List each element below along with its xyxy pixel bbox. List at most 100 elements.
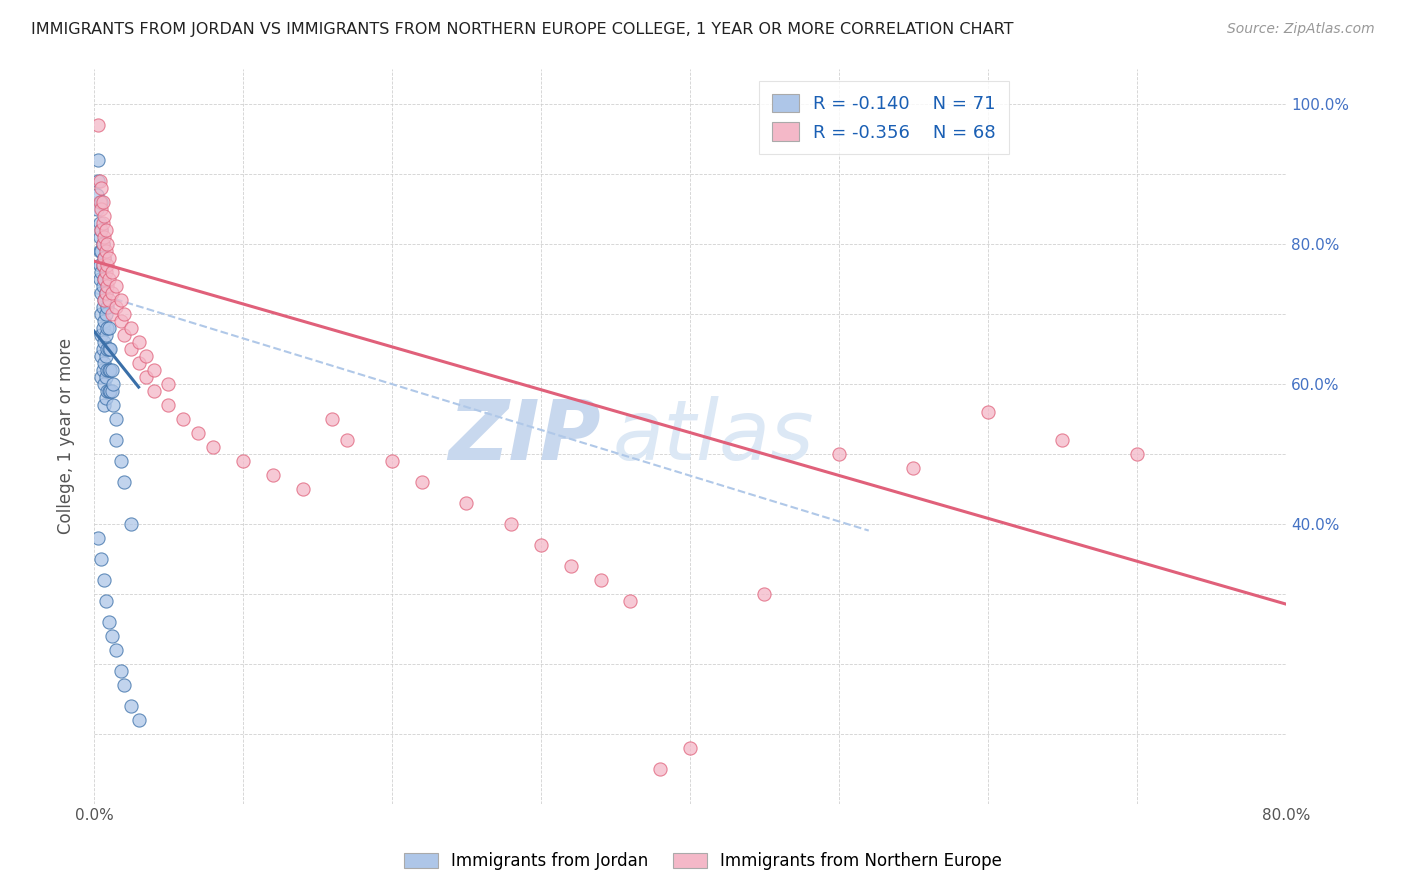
- Point: [112, 327, 135, 342]
- Point: [91, 236, 114, 251]
- Legend: R = -0.140    N = 71, R = -0.356    N = 68: R = -0.140 N = 71, R = -0.356 N = 68: [759, 81, 1008, 154]
- Point: [94, 264, 117, 278]
- Point: [101, 285, 124, 300]
- Point: [381, 453, 404, 467]
- Point: [128, 334, 150, 349]
- Point: [411, 475, 433, 489]
- Point: [97, 362, 120, 376]
- Point: [262, 467, 284, 482]
- Point: [105, 278, 128, 293]
- Point: [91, 320, 114, 334]
- Point: [336, 433, 359, 447]
- Point: [93, 251, 115, 265]
- Text: atlas: atlas: [613, 395, 814, 476]
- Point: [530, 538, 553, 552]
- Point: [93, 313, 115, 327]
- Point: [90, 285, 112, 300]
- Point: [94, 285, 117, 300]
- Point: [120, 698, 142, 713]
- Point: [91, 215, 114, 229]
- Text: ZIP: ZIP: [449, 395, 600, 476]
- Point: [90, 307, 112, 321]
- Point: [93, 573, 115, 587]
- Point: [101, 307, 124, 321]
- Point: [903, 460, 925, 475]
- Point: [103, 398, 125, 412]
- Point: [142, 362, 165, 376]
- Point: [96, 342, 118, 356]
- Point: [101, 264, 124, 278]
- Point: [754, 586, 776, 600]
- Point: [93, 229, 115, 244]
- Point: [94, 349, 117, 363]
- Point: [135, 349, 157, 363]
- Point: [96, 362, 118, 376]
- Point: [135, 369, 157, 384]
- Point: [97, 293, 120, 307]
- Point: [90, 244, 112, 258]
- Point: [589, 573, 612, 587]
- Point: [96, 258, 118, 272]
- Legend: Immigrants from Jordan, Immigrants from Northern Europe: Immigrants from Jordan, Immigrants from …: [398, 846, 1008, 877]
- Point: [128, 355, 150, 369]
- Point: [105, 411, 128, 425]
- Point: [110, 664, 132, 678]
- Point: [91, 362, 114, 376]
- Point: [105, 433, 128, 447]
- Point: [90, 222, 112, 236]
- Point: [1052, 433, 1074, 447]
- Point: [90, 349, 112, 363]
- Point: [101, 362, 124, 376]
- Point: [112, 677, 135, 691]
- Point: [91, 300, 114, 314]
- Text: IMMIGRANTS FROM JORDAN VS IMMIGRANTS FROM NORTHERN EUROPE COLLEGE, 1 YEAR OR MOR: IMMIGRANTS FROM JORDAN VS IMMIGRANTS FRO…: [31, 22, 1014, 37]
- Point: [232, 453, 254, 467]
- Point: [93, 271, 115, 285]
- Point: [91, 258, 114, 272]
- Point: [456, 495, 478, 509]
- Point: [103, 376, 125, 391]
- Point: [93, 376, 115, 391]
- Point: [90, 551, 112, 566]
- Point: [96, 320, 118, 334]
- Point: [97, 320, 120, 334]
- Point: [187, 425, 209, 440]
- Point: [86, 202, 108, 216]
- Point: [90, 222, 112, 236]
- Point: [1126, 446, 1149, 460]
- Point: [91, 342, 114, 356]
- Point: [98, 384, 121, 398]
- Point: [93, 209, 115, 223]
- Point: [679, 740, 702, 755]
- Point: [560, 558, 582, 573]
- Point: [172, 411, 194, 425]
- Point: [650, 762, 672, 776]
- Point: [202, 440, 225, 454]
- Point: [89, 258, 111, 272]
- Point: [89, 244, 111, 258]
- Point: [110, 453, 132, 467]
- Point: [89, 215, 111, 229]
- Point: [90, 180, 112, 194]
- Point: [97, 615, 120, 629]
- Point: [93, 398, 115, 412]
- Point: [321, 411, 343, 425]
- Point: [94, 391, 117, 405]
- Point: [97, 271, 120, 285]
- Point: [87, 531, 110, 545]
- Point: [94, 327, 117, 342]
- Point: [101, 629, 124, 643]
- Point: [98, 362, 121, 376]
- Point: [94, 222, 117, 236]
- Point: [501, 516, 523, 531]
- Point: [96, 236, 118, 251]
- Point: [110, 313, 132, 327]
- Point: [90, 194, 112, 209]
- Point: [89, 229, 111, 244]
- Point: [89, 173, 111, 187]
- Point: [89, 194, 111, 209]
- Point: [94, 369, 117, 384]
- Point: [97, 384, 120, 398]
- Point: [94, 307, 117, 321]
- Point: [291, 482, 314, 496]
